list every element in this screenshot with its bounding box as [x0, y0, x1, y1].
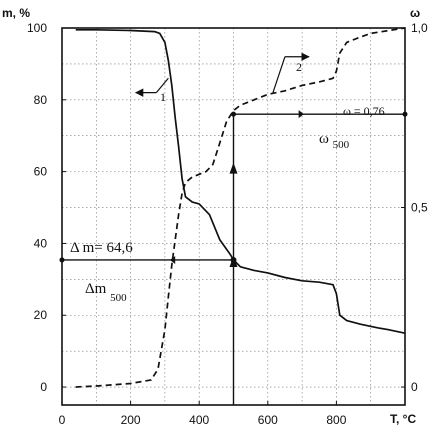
y-left-tick-label: 40	[34, 236, 48, 250]
series-2-line	[75, 27, 406, 388]
y-left-tick-label: 80	[34, 93, 48, 107]
curve-1-label: 1	[160, 90, 166, 104]
x-tick-label: 400	[189, 413, 209, 427]
y-left-tick-label: 20	[34, 308, 48, 322]
delta-m500-main: Δm	[85, 281, 107, 297]
marker-arrow-up-upper	[229, 162, 238, 174]
omega-value-label: ω = 0,76	[343, 104, 385, 118]
x-tick-label: 600	[258, 413, 278, 427]
y-right-axis-title: ω	[410, 6, 420, 20]
x-tick-label: 0	[59, 413, 66, 427]
delta-m500-sub: 500	[110, 292, 127, 304]
axes-layer: 0 200 400 600 800 0 20 40 60 80 100 0 0,5 1,0	[27, 21, 428, 427]
omega-500-label: ω 500	[319, 131, 350, 151]
curve-2-leader-tail	[272, 56, 286, 93]
delta-m500-label: Δm 500	[85, 281, 127, 304]
y-right-tick-label: 0,5	[411, 201, 428, 215]
series-layer	[75, 27, 406, 388]
curve-1-leader-tail	[155, 77, 169, 94]
y-right-tick-label: 1,0	[411, 21, 428, 35]
x-axis-title: T, °C	[390, 412, 416, 426]
x-tick-label: 200	[121, 413, 141, 427]
y-left-tick-label: 60	[34, 165, 48, 179]
omega-500-main: ω	[319, 131, 329, 147]
y-left-tick-label: 100	[27, 21, 47, 35]
series-1-line	[75, 28, 406, 335]
omega-500-sub: 500	[333, 139, 350, 151]
curve-2-label: 2	[296, 60, 302, 74]
marker-dot-right-axis	[402, 111, 408, 117]
grid-layer	[62, 27, 405, 405]
delta-m-label: Δ m= 64,6	[70, 240, 133, 256]
y-left-tick-label: 0	[40, 380, 47, 394]
y-right-tick-label: 0	[411, 380, 418, 394]
marker-arrow-right	[298, 110, 304, 119]
x-tick-label: 800	[326, 413, 346, 427]
annotation-layer: m, % ω T, °C 1 2 ω = 0,76 ω 500 Δ m= 64,…	[2, 6, 420, 426]
marker-dot-omega	[231, 111, 236, 117]
y-left-axis-title: m, %	[2, 6, 30, 20]
marker-dot-m500	[230, 256, 237, 263]
marker-arrow-left	[170, 255, 176, 264]
marker-dot-left-axis	[59, 257, 65, 263]
